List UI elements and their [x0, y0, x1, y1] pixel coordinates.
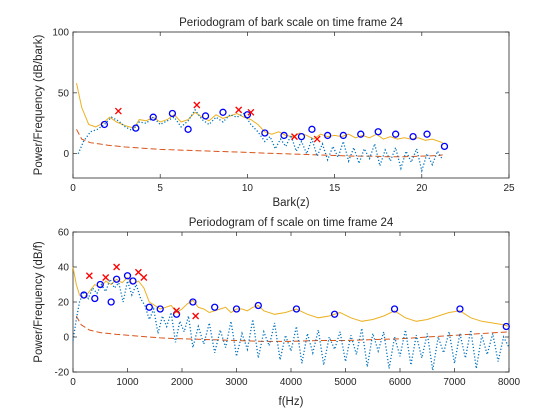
y-tick-label: -20 [55, 368, 70, 379]
circle-marker [292, 305, 301, 313]
circle-marker [308, 125, 316, 133]
circle-marker [339, 131, 347, 140]
cross-marker [247, 108, 255, 116]
cross-marker [173, 307, 181, 315]
circle-marker [280, 131, 288, 140]
y-axis-label: Power/Frequency (dB/bark) [33, 35, 45, 176]
x-tick-label: 3000 [225, 377, 248, 388]
circle-marker [219, 108, 227, 116]
circle-marker [423, 130, 431, 138]
tick-layer: 0 5 10 15 20 25 0 50 100 [52, 28, 515, 195]
circle-marker [100, 120, 109, 129]
solid-series-line [72, 266, 510, 327]
dashed-series-line [76, 129, 443, 158]
circle-marker [409, 132, 417, 141]
cross-marker [193, 101, 201, 109]
x-tick-label: 6000 [389, 377, 412, 388]
cross-marker [114, 107, 122, 115]
cross-marker [134, 268, 142, 276]
circle-marker [132, 124, 140, 132]
circle-marker [456, 305, 464, 313]
circle-marker [243, 111, 252, 119]
plot-area-box [72, 231, 510, 373]
x-axis-label: f(Hz) [279, 396, 304, 408]
x-tick-label: 25 [503, 183, 515, 194]
chart-title: Periodogram of f scale on time frame 24 [189, 217, 394, 229]
series-layer [72, 263, 510, 371]
circle-marker [502, 322, 510, 331]
x-axis-label: Bark(z) [272, 197, 309, 209]
cross-marker [102, 274, 110, 281]
chart-title: Periodogram of bark scale on time frame … [179, 17, 403, 29]
circle-marker [211, 303, 219, 311]
x-tick-label: 20 [416, 183, 428, 194]
y-tick-label: 20 [58, 298, 70, 309]
circle-marker [129, 277, 137, 285]
circle-marker [96, 280, 104, 289]
series-layer [76, 82, 449, 174]
circle-marker [149, 113, 157, 121]
circle-marker [374, 128, 382, 136]
y-tick-label: 40 [58, 263, 70, 274]
dashed-series-line [75, 315, 510, 342]
x-tick-label: 4000 [280, 377, 303, 388]
circle-marker [323, 131, 332, 140]
circle-marker [156, 305, 164, 313]
circle-marker [297, 132, 306, 141]
circle-marker [261, 129, 269, 137]
x-tick-label: 15 [329, 183, 341, 194]
cross-marker [313, 135, 321, 143]
x-tick-label: 10 [242, 183, 254, 194]
bark-periodogram-axes: 0 5 10 15 20 25 0 50 100 Periodogram of bark sca… [33, 17, 515, 209]
solid-series-line [76, 82, 443, 144]
tick-layer: 0 1000 2000 3000 4000 5000 6000 7000 8000-200204… [55, 228, 521, 389]
x-tick-label: 8000 [498, 377, 521, 388]
dotted-series-line [72, 277, 510, 371]
y-tick-label: 50 [58, 88, 70, 99]
dotted-series-line [77, 108, 444, 174]
f-periodogram-axes: 0 1000 2000 3000 4000 5000 6000 7000 8000-200204… [33, 217, 521, 408]
y-axis-label: Power/Frequency (dB/f) [33, 241, 45, 363]
circle-marker [112, 275, 121, 283]
cross-marker [113, 263, 121, 271]
y-tick-label: 60 [58, 228, 70, 239]
cross-marker [85, 272, 93, 280]
circle-marker [168, 109, 177, 118]
circle-marker [201, 112, 210, 120]
cross-marker [291, 133, 298, 141]
circle-marker [123, 272, 132, 280]
circle-marker [440, 142, 449, 151]
circle-marker [330, 310, 339, 318]
cross-marker [192, 312, 200, 320]
x-tick-label: 5000 [334, 377, 357, 388]
circle-marker [145, 303, 153, 311]
circle-marker [254, 301, 262, 310]
circle-marker [184, 125, 192, 133]
x-tick-label: 2000 [171, 377, 194, 388]
cross-marker [235, 106, 243, 114]
x-tick-label: 5 [157, 183, 163, 194]
y-tick-label: 0 [63, 333, 69, 344]
circle-marker [91, 294, 99, 303]
x-tick-label: 0 [70, 183, 76, 194]
plot-area-box [72, 31, 510, 179]
x-tick-label: 0 [70, 377, 76, 388]
y-tick-label: 0 [63, 149, 69, 160]
circle-marker [391, 130, 400, 138]
circle-marker [390, 305, 399, 313]
cross-marker [140, 274, 148, 281]
x-tick-label: 7000 [443, 377, 466, 388]
y-tick-label: 100 [52, 28, 69, 39]
circle-marker [357, 130, 365, 138]
circle-marker [232, 305, 241, 313]
circle-marker [189, 298, 197, 306]
circle-marker [107, 298, 115, 306]
circle-marker [80, 291, 88, 299]
x-tick-label: 1000 [116, 377, 139, 388]
